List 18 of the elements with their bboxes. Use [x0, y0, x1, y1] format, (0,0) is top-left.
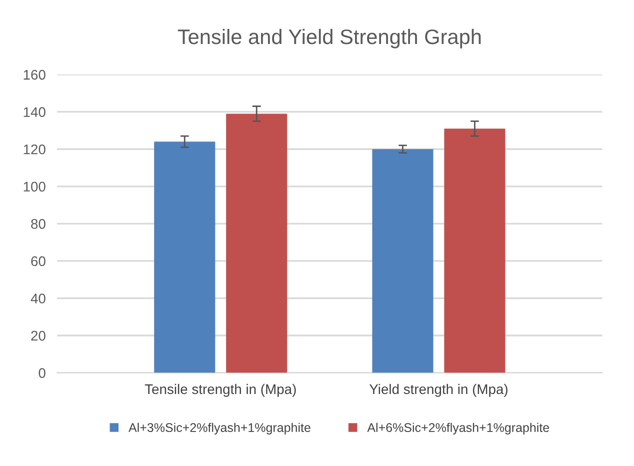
bar — [226, 114, 288, 373]
y-tick-label: 60 — [31, 256, 46, 266]
y-tick-label: 100 — [24, 182, 46, 192]
bar — [372, 149, 434, 373]
y-tick-label: 160 — [24, 70, 46, 80]
y-tick-label: 80 — [31, 219, 46, 229]
y-tick-label: 40 — [30, 294, 46, 304]
x-tick-label: Tensile strength in (Mpa) — [144, 384, 296, 397]
legend-label: Al+6%Sic+2%flyash+1%graphite — [367, 422, 550, 434]
x-tick-label: Yield strength in (Mpa) — [369, 384, 508, 397]
bar — [154, 142, 216, 373]
y-tick-label: 120 — [24, 144, 46, 154]
y-tick-label: 0 — [38, 368, 46, 378]
bar — [444, 128, 506, 373]
y-tick-label: 140 — [24, 107, 46, 118]
y-tick-label: 20 — [31, 330, 46, 341]
chart-title: Tensile and Yield Strength Graph — [178, 28, 481, 48]
legend-label: Al+3%Sic+2%flyash+1%graphite — [128, 422, 310, 434]
